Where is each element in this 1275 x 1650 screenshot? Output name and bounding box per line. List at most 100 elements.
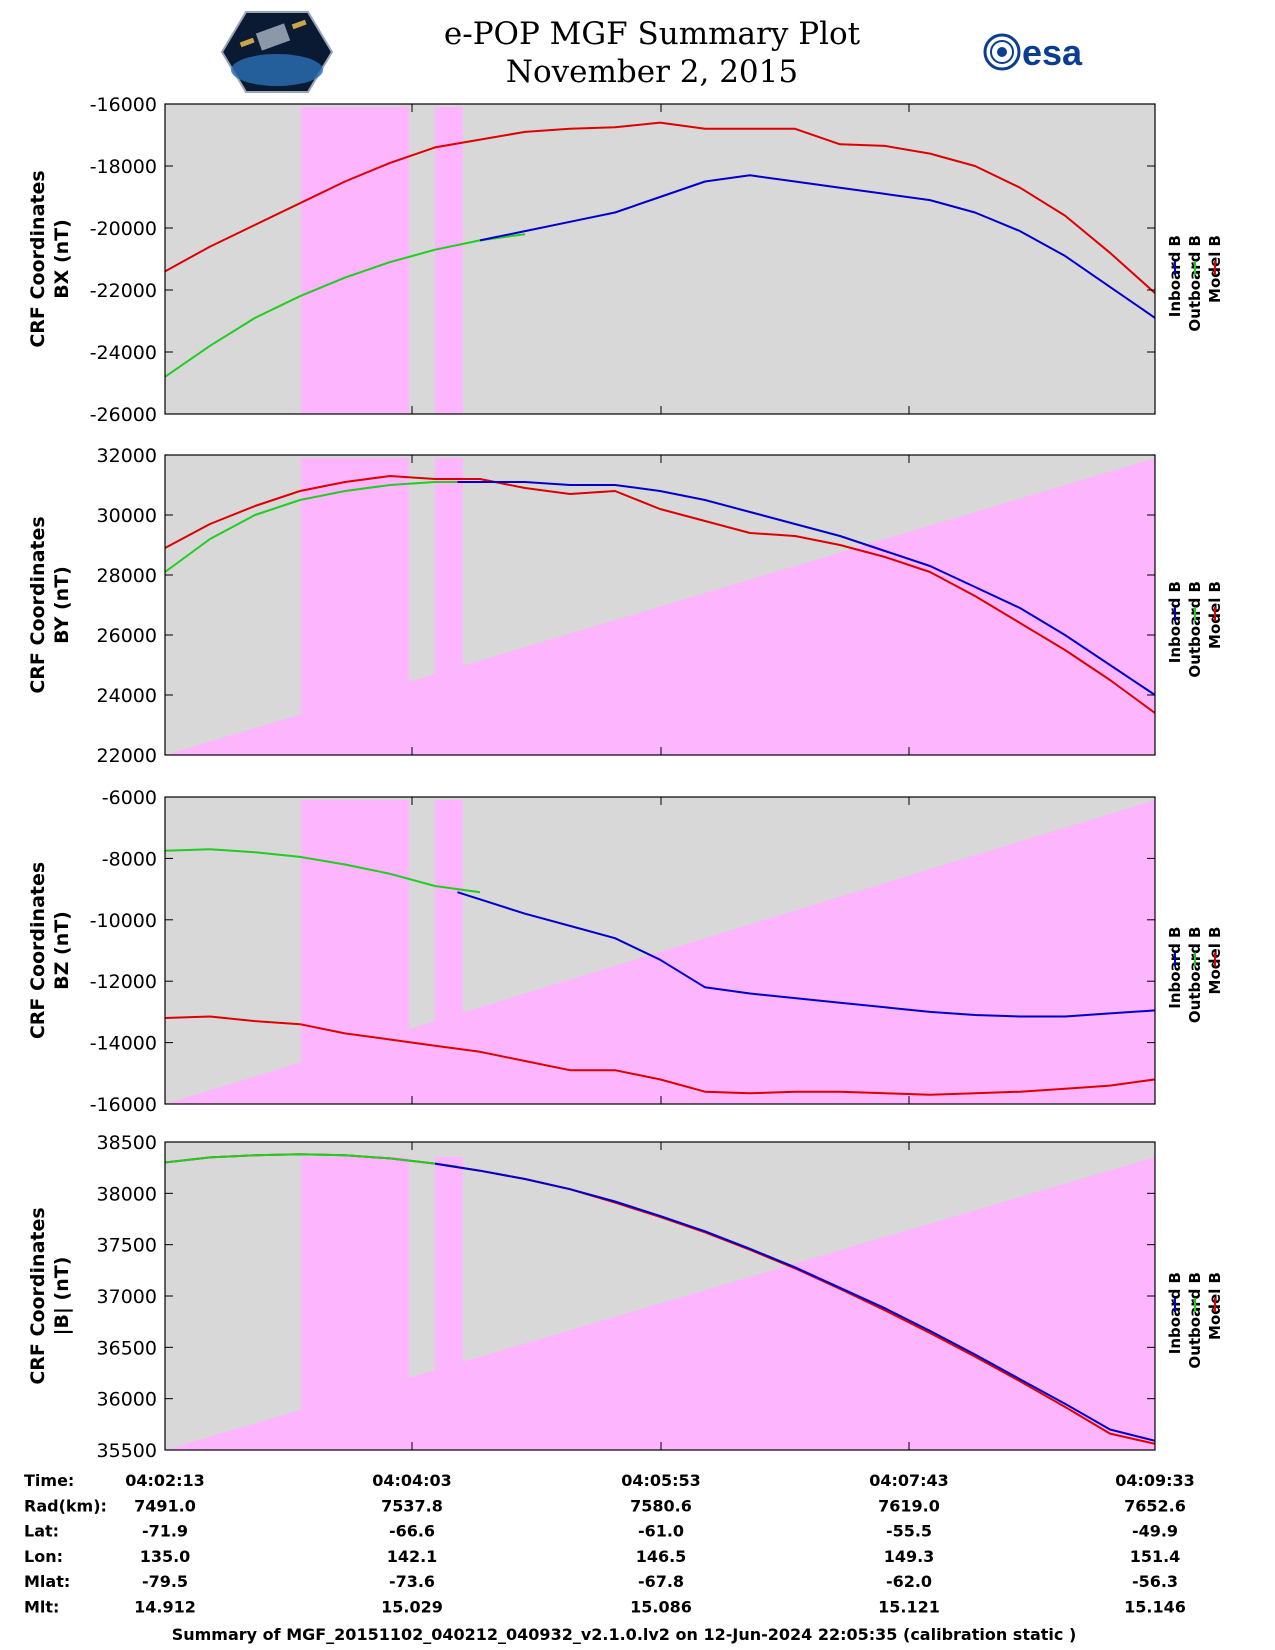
y-tick-label: 36500: [97, 1337, 157, 1359]
ephemeris-cell: 7619.0: [878, 1496, 940, 1515]
ephemeris-cell: -67.8: [638, 1572, 684, 1591]
panel-4: 35500 36000 36500 37000 37500 38000 38500 CRF C…: [27, 1132, 1224, 1462]
ephemeris-row-label: Lat:: [24, 1522, 59, 1541]
y-tick-label: 37000: [97, 1286, 157, 1308]
legend: Inboard B Outboard B Model B: [1166, 927, 1224, 1024]
ephemeris-cell: 149.3: [884, 1547, 935, 1566]
esa-logo-text: esa: [1022, 32, 1083, 73]
y-axis-label: CRF Coordinates BX (nT): [27, 170, 73, 347]
series-model-b: [164, 121, 1156, 294]
ephemeris-cell: 04:05:53: [621, 1471, 701, 1490]
ephemeris-cell: -55.5: [886, 1522, 932, 1541]
shade-band-2: [435, 1157, 463, 1371]
panel-2: 22000 24000 26000 28000 30000 32000 CRF Coordi…: [27, 445, 1224, 767]
series-outboard-b: [164, 1153, 458, 1168]
ephemeris-cell: -66.6: [389, 1522, 435, 1541]
ephemeris-cell: 146.5: [636, 1547, 687, 1566]
series-outboard-b: [164, 233, 526, 378]
shade-wedge: [165, 800, 1155, 1104]
y-axis-label-line-1: CRF Coordinates: [27, 862, 49, 1039]
y-tick-label: 36000: [97, 1389, 157, 1411]
title-line-1: e-POP MGF Summary Plot: [444, 16, 861, 52]
ephemeris-cell: -62.0: [886, 1572, 932, 1591]
ephemeris-row-label: Time:: [24, 1471, 74, 1490]
y-axis-label: CRF Coordinates BY (nT): [27, 516, 73, 693]
ephemeris-cell: 151.4: [1130, 1547, 1181, 1566]
y-tick-label: -22000: [90, 280, 157, 302]
series-inboard-b: [457, 481, 1156, 696]
legend: Inboard B Outboard B Model B: [1166, 581, 1224, 678]
legend-label-outboard-b: Outboard B: [1186, 927, 1204, 1024]
ephemeris-cell: 15.029: [381, 1598, 443, 1617]
panel-1: -26000 -24000 -22000 -20000 -18000 -16000 CRF …: [27, 94, 1224, 426]
y-tick-label: 24000: [97, 685, 157, 707]
panel-3: -16000 -14000 -12000 -10000 -8000 -6000 CRF Co…: [27, 787, 1224, 1116]
series-inboard-b: [457, 891, 1156, 1018]
ephemeris-cell: -71.9: [142, 1522, 188, 1541]
legend-label-inboard-b: Inboard B: [1166, 581, 1184, 663]
series-inboard-b: [434, 1162, 1156, 1442]
y-axis-label-line-1: CRF Coordinates: [27, 170, 49, 347]
y-axis-label-line-2: BY (nT): [51, 566, 73, 644]
ephemeris-cell: 04:04:03: [372, 1471, 452, 1490]
legend-label-outboard-b: Outboard B: [1186, 581, 1204, 678]
y-axis-label-line-1: CRF Coordinates: [27, 1207, 49, 1384]
series-outboard-b: [164, 848, 481, 894]
legend-label-inboard-b: Inboard B: [1166, 927, 1184, 1009]
ephemeris-cell: -79.5: [142, 1572, 188, 1591]
series-outboard-b: [164, 481, 480, 573]
ephemeris-cell: 04:07:43: [869, 1471, 949, 1490]
y-tick-label: 22000: [97, 745, 157, 767]
y-tick-label: -8000: [102, 848, 157, 870]
y-tick-label: 26000: [97, 625, 157, 647]
y-tick-label: -16000: [90, 94, 157, 116]
panels: -26000 -24000 -22000 -20000 -18000 -16000 CRF …: [27, 94, 1224, 1462]
y-tick-label: 32000: [97, 445, 157, 467]
plot-frame: [164, 454, 1156, 756]
ephemeris-row-label: Lon:: [24, 1547, 63, 1566]
y-axis-label-line-2: BZ (nT): [51, 911, 73, 990]
ephemeris-row-label: Rad(km):: [24, 1496, 107, 1515]
legend: Inboard B Outboard B Model B: [1166, 1272, 1224, 1369]
shade-band-1: [301, 800, 409, 1063]
series-model-b: [164, 475, 1156, 714]
shade-band-2: [435, 800, 463, 1022]
y-tick-label: -14000: [90, 1033, 157, 1055]
y-axis-label-line-2: BX (nT): [51, 219, 73, 299]
plot-frame: [164, 796, 1156, 1105]
ephemeris-cell: 7652.6: [1124, 1496, 1186, 1515]
shade-band-1: [301, 458, 409, 715]
ephemeris-cell: -61.0: [638, 1522, 684, 1541]
ephemeris-cell: 7580.6: [630, 1496, 692, 1515]
ephemeris-cell: -73.6: [389, 1572, 435, 1591]
footer-text: Summary of MGF_20151102_040212_040932_v2…: [172, 1625, 1077, 1644]
ephemeris-cell: 15.146: [1124, 1598, 1186, 1617]
esa-logo-icon: esa: [983, 32, 1083, 73]
ephemeris-cell: 135.0: [140, 1547, 191, 1566]
ephemeris-cell: -56.3: [1132, 1572, 1178, 1591]
legend-label-inboard-b: Inboard B: [1166, 1272, 1184, 1354]
y-tick-label: 35500: [97, 1440, 157, 1462]
shade-wedge: [165, 458, 1155, 755]
y-tick-label: 38000: [97, 1183, 157, 1205]
shade-band-1: [301, 1157, 409, 1410]
series-inboard-b: [479, 174, 1156, 319]
ephemeris-cell: 14.912: [134, 1598, 196, 1617]
legend-label-inboard-b: Inboard B: [1166, 235, 1184, 317]
y-tick-label: -26000: [90, 404, 157, 426]
legend: Inboard B Outboard B Model B: [1166, 235, 1224, 332]
y-tick-label: -18000: [90, 156, 157, 178]
y-tick-label: -24000: [90, 342, 157, 364]
shade-band-2: [435, 107, 463, 414]
ephemeris-table: Time: Rad(km): Lat: Lon: Mlat: Mlt: 04:02:13 74…: [24, 1471, 1195, 1617]
mission-logo-icon: [220, 11, 334, 93]
ephemeris-row-label: Mlat:: [24, 1572, 70, 1591]
ephemeris-cell: -49.9: [1132, 1522, 1178, 1541]
y-axis-label-line-1: CRF Coordinates: [27, 516, 49, 693]
shade-band-2: [435, 458, 463, 674]
series-model-b: [164, 1015, 1156, 1096]
ephemeris-cell: 15.086: [630, 1598, 692, 1617]
shade-band-1: [301, 107, 409, 414]
ephemeris-cell: 04:02:13: [125, 1471, 205, 1490]
